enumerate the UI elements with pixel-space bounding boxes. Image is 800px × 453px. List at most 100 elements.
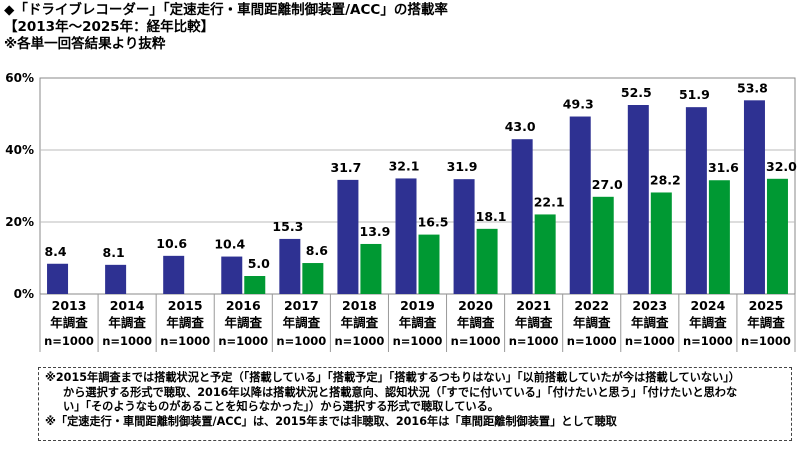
- x-tick-sublabel: 年調査: [747, 315, 785, 330]
- sample-size-label: n=1000: [625, 334, 675, 348]
- sample-size-label: n=1000: [567, 334, 617, 348]
- bar-series-1: [743, 100, 765, 294]
- x-tick-sublabel: 年調査: [631, 315, 669, 330]
- sample-size-label: n=1000: [509, 334, 559, 348]
- x-tick-label: 2023: [632, 298, 667, 313]
- data-label-series-1: 43.0: [505, 119, 536, 134]
- data-label-series-1: 31.7: [331, 160, 362, 175]
- y-tick-label: 20%: [5, 215, 34, 229]
- x-tick-label: 2025: [749, 298, 784, 313]
- y-tick-label: 60%: [5, 71, 34, 85]
- x-tick-label: 2016: [226, 298, 261, 313]
- data-label-series-2: 8.6: [306, 243, 328, 258]
- x-tick-sublabel: 年調査: [50, 315, 88, 330]
- bar-series-2: [244, 276, 266, 294]
- bar-series-1: [47, 263, 69, 294]
- x-tick-sublabel: 年調査: [573, 315, 611, 330]
- data-label-series-1: 52.5: [621, 85, 652, 100]
- bar-series-2: [360, 243, 382, 294]
- bar-series-1: [395, 178, 417, 294]
- x-tick-label: 2019: [400, 298, 435, 313]
- sample-size-label: n=1000: [451, 334, 501, 348]
- data-label-series-1: 10.6: [156, 236, 187, 251]
- data-label-series-1: 8.1: [103, 245, 125, 260]
- data-label-series-1: 32.1: [389, 158, 420, 173]
- bar-series-2: [592, 196, 614, 294]
- data-label-series-1: 53.8: [737, 80, 768, 95]
- x-tick-label: 2015: [168, 298, 203, 313]
- footnotes: ※2015年調査までは搭載状況と予定（「搭載している」「搭載予定」「搭載するつも…: [38, 367, 792, 441]
- data-label-series-2: 22.1: [534, 194, 565, 209]
- x-tick-sublabel: 年調査: [689, 315, 727, 330]
- bar-series-1: [163, 255, 185, 294]
- data-label-series-1: 8.4: [44, 244, 66, 259]
- plot-area: [39, 77, 796, 295]
- chart-subtitle: 【2013年～2025年：経年比較】: [4, 19, 215, 35]
- bar-series-2: [650, 192, 672, 294]
- data-label-series-2: 28.2: [650, 172, 681, 187]
- data-label-series-1: 49.3: [563, 97, 594, 112]
- bar-series-1: [685, 107, 707, 294]
- sample-size-label: n=1000: [683, 334, 733, 348]
- sample-size-label: n=1000: [102, 334, 152, 348]
- data-label-series-1: 31.9: [447, 159, 478, 174]
- x-tick-sublabel: 年調査: [341, 315, 379, 330]
- bar-series-1: [221, 256, 243, 294]
- x-tick-sublabel: 年調査: [457, 315, 495, 330]
- sample-size-label: n=1000: [741, 334, 791, 348]
- data-label-series-2: 16.5: [418, 215, 449, 230]
- x-tick-label: 2014: [110, 298, 145, 313]
- data-label-series-2: 13.9: [360, 224, 391, 239]
- bar-series-2: [766, 178, 788, 294]
- data-label-series-2: 18.1: [476, 209, 507, 224]
- bar-series-1: [105, 264, 127, 294]
- data-label-series-1: 10.4: [214, 237, 245, 252]
- bar-series-2: [708, 180, 730, 294]
- bar-series-2: [476, 228, 498, 294]
- sample-size-label: n=1000: [160, 334, 210, 348]
- bar-chart: 0% 20% 40% 60% 8.4 2013 年調査 n=1000 8.1 2014 年調査 n=1…: [5, 71, 797, 352]
- x-tick-sublabel: 年調査: [399, 315, 437, 330]
- sample-size-label: n=1000: [335, 334, 385, 348]
- sample-size-label: n=1000: [276, 334, 326, 348]
- sample-size-label: n=1000: [44, 334, 94, 348]
- x-tick-label: 2017: [284, 298, 319, 313]
- data-label-series-2: 27.0: [592, 177, 623, 192]
- x-tick-sublabel: 年調査: [515, 315, 553, 330]
- x-tick-label: 2022: [574, 298, 609, 313]
- data-label-series-2: 5.0: [248, 256, 270, 271]
- data-label-series-1: 51.9: [679, 87, 710, 102]
- data-label-series-1: 15.3: [272, 219, 303, 234]
- chart-note: ※各単一回答結果より抜粋: [4, 36, 166, 52]
- bar-series-1: [337, 179, 359, 294]
- x-tick-label: 2021: [516, 298, 551, 313]
- y-tick-label: 40%: [5, 143, 34, 157]
- x-tick-sublabel: 年調査: [225, 315, 263, 330]
- chart-title: ◆「ドライブレコーダー」「定速走行・車間距離制御装置/ACC」の搭載率: [4, 2, 448, 18]
- bar-series-1: [511, 139, 533, 294]
- data-label-series-2: 31.6: [708, 160, 739, 175]
- bar-series-2: [418, 234, 440, 294]
- x-tick-label: 2018: [342, 298, 377, 313]
- x-tick-label: 2013: [52, 298, 87, 313]
- y-tick-label: 0%: [14, 287, 34, 301]
- footnote-line-4: ※「定速走行・車間距離制御装置/ACC」は、2015年までは非聴取、2016年は…: [45, 414, 617, 428]
- bar-series-1: [453, 179, 475, 294]
- bar-series-2: [534, 214, 556, 294]
- title-block: ◆「ドライブレコーダー」「定速走行・車間距離制御装置/ACC」の搭載率 【201…: [4, 2, 448, 53]
- x-tick-sublabel: 年調査: [166, 315, 204, 330]
- data-label-series-2: 32.0: [766, 159, 797, 174]
- x-tick-label: 2024: [690, 298, 725, 313]
- footnote-line-3: い」「そのようなものがあることを知らなかった」）から選択する形式で聴取している。: [63, 400, 499, 413]
- sample-size-label: n=1000: [218, 334, 268, 348]
- bar-series-1: [627, 105, 649, 294]
- bar-series-1: [569, 116, 591, 295]
- x-tick-sublabel: 年調査: [283, 315, 321, 330]
- x-tick-label: 2020: [458, 298, 493, 313]
- bar-series-2: [302, 263, 324, 294]
- bar-series-1: [279, 238, 301, 294]
- footnote-line-2: から選択する形式で聴取、2016年以降は搭載状況と搭載意向、認知状況（「すでに付…: [63, 385, 738, 399]
- x-tick-sublabel: 年調査: [108, 315, 146, 330]
- sample-size-label: n=1000: [393, 334, 443, 348]
- footnote-line-1: ※2015年調査までは搭載状況と予定（「搭載している」「搭載予定」「搭載するつも…: [45, 371, 740, 384]
